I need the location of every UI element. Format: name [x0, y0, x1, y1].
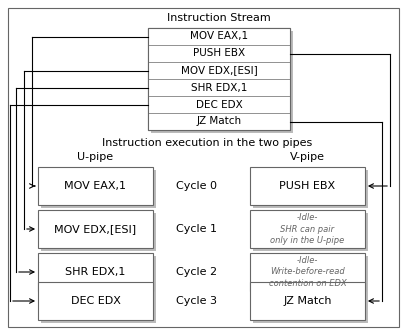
Text: Cycle 2: Cycle 2	[177, 267, 218, 277]
Bar	[250, 282, 365, 320]
Text: Instruction execution in the two pipes: Instruction execution in the two pipes	[102, 138, 312, 148]
Text: SHR EDX,1: SHR EDX,1	[191, 82, 247, 92]
Bar	[41, 285, 156, 323]
Text: -Idle-
SHR can pair
only in the U-pipe: -Idle- SHR can pair only in the U-pipe	[270, 213, 345, 245]
Bar	[41, 256, 156, 294]
Text: PUSH EBX: PUSH EBX	[193, 49, 245, 59]
Bar	[253, 213, 368, 251]
Bar	[38, 282, 153, 320]
Text: JZ Match: JZ Match	[197, 117, 242, 127]
Text: MOV EAX,1: MOV EAX,1	[64, 181, 127, 191]
Bar	[250, 210, 365, 248]
Text: U-pipe: U-pipe	[77, 152, 114, 162]
Text: JZ Match: JZ Match	[283, 296, 332, 306]
Bar	[250, 167, 365, 205]
Bar	[148, 28, 290, 130]
Bar	[38, 167, 153, 205]
Text: MOV EDX,[ESI]: MOV EDX,[ESI]	[55, 224, 137, 234]
Text: MOV EAX,1: MOV EAX,1	[190, 31, 248, 42]
Text: V-pipe: V-pipe	[290, 152, 325, 162]
Text: Cycle 1: Cycle 1	[177, 224, 217, 234]
Text: Instruction Stream: Instruction Stream	[167, 13, 271, 23]
Bar	[253, 256, 368, 294]
Bar	[41, 213, 156, 251]
Bar	[41, 170, 156, 208]
Bar	[151, 31, 293, 133]
Text: Cycle 0: Cycle 0	[177, 181, 217, 191]
Bar	[253, 285, 368, 323]
Text: Cycle 3: Cycle 3	[177, 296, 217, 306]
Text: DEC EDX: DEC EDX	[196, 99, 243, 110]
Bar	[253, 170, 368, 208]
Text: SHR EDX,1: SHR EDX,1	[65, 267, 126, 277]
Text: MOV EDX,[ESI]: MOV EDX,[ESI]	[181, 66, 257, 75]
Text: PUSH EBX: PUSH EBX	[280, 181, 335, 191]
Bar	[38, 253, 153, 291]
Text: DEC EDX: DEC EDX	[70, 296, 120, 306]
Text: -Idle-
Write-before-read
contention on EDX: -Idle- Write-before-read contention on E…	[269, 256, 346, 288]
Bar	[38, 210, 153, 248]
Bar	[250, 253, 365, 291]
Bar	[148, 28, 290, 130]
